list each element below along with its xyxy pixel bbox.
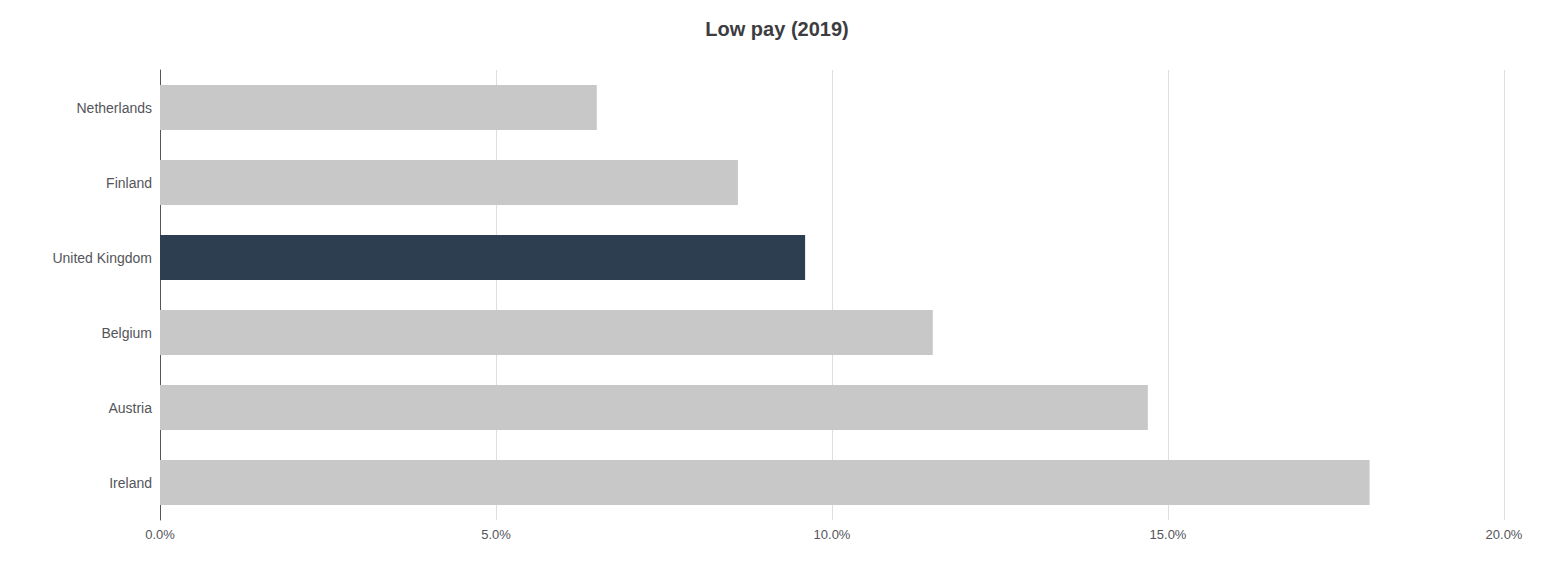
svg-text:Austria: Austria bbox=[108, 400, 152, 416]
svg-text:5.0%: 5.0% bbox=[481, 527, 511, 542]
svg-text:10.0%: 10.0% bbox=[814, 527, 851, 542]
svg-text:20.0%: 20.0% bbox=[1486, 527, 1523, 542]
svg-text:United Kingdom: United Kingdom bbox=[52, 250, 152, 266]
svg-text:Low pay (2019): Low pay (2019) bbox=[705, 18, 848, 40]
svg-text:15.0%: 15.0% bbox=[1150, 527, 1187, 542]
svg-text:0.0%: 0.0% bbox=[145, 527, 175, 542]
svg-text:Netherlands: Netherlands bbox=[77, 100, 153, 116]
svg-text:Ireland: Ireland bbox=[109, 475, 152, 491]
svg-text:Finland: Finland bbox=[106, 175, 152, 191]
svg-text:Belgium: Belgium bbox=[101, 325, 152, 341]
